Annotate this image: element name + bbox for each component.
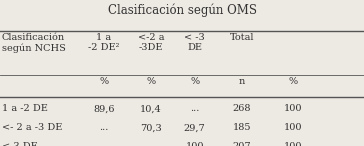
Text: 10,4: 10,4 xyxy=(140,104,162,113)
Text: n: n xyxy=(239,77,245,86)
Text: 1 a
-2 DE²: 1 a -2 DE² xyxy=(88,33,119,52)
Text: %: % xyxy=(146,77,156,86)
Text: 70,3: 70,3 xyxy=(140,123,162,132)
Text: 1 a -2 DE: 1 a -2 DE xyxy=(2,104,48,113)
Text: 207: 207 xyxy=(233,142,252,146)
Text: ...: ... xyxy=(99,123,108,132)
Text: ...: ... xyxy=(146,142,156,146)
Text: 100: 100 xyxy=(186,142,204,146)
Text: <- 2 a -3 DE: <- 2 a -3 DE xyxy=(2,123,62,132)
Text: < -3
DE: < -3 DE xyxy=(184,33,205,52)
Text: %: % xyxy=(99,77,108,86)
Text: %: % xyxy=(190,77,199,86)
Text: 29,7: 29,7 xyxy=(184,123,206,132)
Text: 185: 185 xyxy=(233,123,251,132)
Text: 100: 100 xyxy=(284,142,302,146)
Text: <-3 DE: <-3 DE xyxy=(2,142,37,146)
Text: 100: 100 xyxy=(284,123,302,132)
Text: 268: 268 xyxy=(233,104,251,113)
Text: ...: ... xyxy=(190,104,199,113)
Text: 100: 100 xyxy=(284,104,302,113)
Text: %: % xyxy=(288,77,298,86)
Text: Clasificación
según NCHS: Clasificación según NCHS xyxy=(2,33,66,53)
Text: 89,6: 89,6 xyxy=(93,104,115,113)
Text: ...: ... xyxy=(99,142,108,146)
Text: Total: Total xyxy=(230,33,254,42)
Text: <-2 a
-3DE: <-2 a -3DE xyxy=(138,33,164,52)
Text: Clasificación según OMS: Clasificación según OMS xyxy=(107,4,257,17)
